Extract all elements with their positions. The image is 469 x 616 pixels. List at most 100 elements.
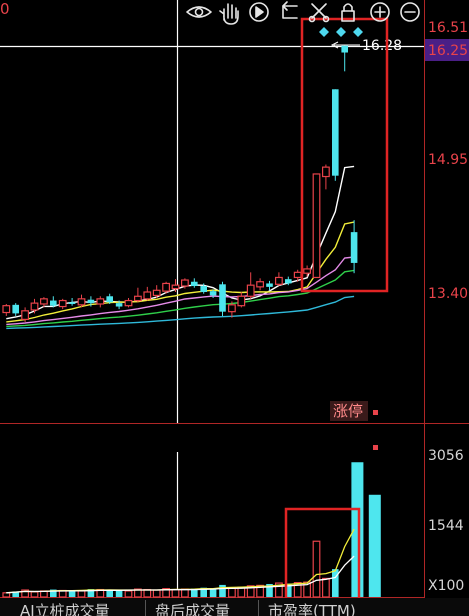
ma-line (6, 256, 355, 326)
diamond-icon (353, 27, 363, 37)
highlight-box-price (300, 17, 389, 293)
candle-body (124, 299, 133, 307)
volume-bar (275, 582, 283, 598)
volume-bar (115, 590, 123, 597)
candlesticks (2, 45, 358, 322)
high-price-marker: 16.28 (330, 38, 402, 54)
candle (96, 296, 105, 308)
volume-bar (152, 589, 161, 598)
candle (12, 303, 19, 316)
tab-after-hours-volume[interactable]: 盘后成交量 (155, 602, 230, 616)
candle-body (322, 166, 330, 178)
volume-bar (77, 590, 86, 598)
candle-body (77, 298, 86, 306)
signal-diamonds (319, 27, 363, 37)
volume-bar (293, 581, 302, 598)
candle (30, 298, 39, 314)
volume-bar (219, 584, 226, 597)
candle (237, 292, 246, 308)
eye-icon[interactable] (186, 6, 212, 18)
candle (134, 287, 142, 303)
candle-body (171, 284, 180, 290)
svg-text:盘后成交量: 盘后成交量 (155, 602, 230, 616)
candle-body (12, 304, 19, 314)
ma-line (6, 221, 355, 323)
tab-ai-volume[interactable]: AI立桩成交量 (20, 602, 110, 616)
candle (124, 297, 133, 308)
ma-line (6, 269, 355, 328)
volume-bar (21, 589, 29, 598)
candle-body (303, 268, 311, 274)
volume-bar (200, 587, 207, 597)
candle (58, 298, 67, 310)
volume-bar (191, 588, 198, 597)
high-price-label: 16.28 (362, 38, 402, 54)
volume-bar (256, 584, 264, 598)
candle (115, 300, 123, 310)
volume-bar (228, 587, 236, 598)
candle (87, 296, 95, 307)
candle (228, 301, 236, 318)
candle (285, 276, 292, 286)
candle-body (228, 304, 236, 313)
candle-body (191, 281, 198, 287)
candle (303, 265, 311, 277)
volume-bars (2, 462, 381, 598)
tab-pe-ratio[interactable]: 市盈率(TTM) (268, 602, 356, 616)
play-icon[interactable] (249, 2, 269, 22)
volume-bar (87, 589, 95, 597)
candle-body (58, 299, 67, 308)
hand-icon[interactable] (219, 3, 239, 25)
candle (2, 303, 11, 316)
volume-bar (50, 589, 57, 597)
candle-body (143, 291, 152, 300)
candle (332, 89, 339, 181)
candle-body (332, 89, 339, 176)
candle-body (39, 298, 48, 305)
volume-bar (303, 581, 311, 598)
candle-body (209, 291, 217, 296)
volume-bar (12, 591, 19, 597)
volume-dot-marker (373, 445, 378, 450)
candle-body (350, 232, 358, 263)
candle-body (106, 296, 113, 303)
candle (275, 272, 283, 287)
candle (77, 294, 86, 308)
volume-bar (162, 588, 171, 598)
volume-bar (30, 591, 39, 598)
lock-icon[interactable] (341, 3, 355, 22)
candle (68, 297, 76, 306)
price-label-low: 13.40 (428, 286, 468, 302)
candle (50, 296, 57, 308)
candle-body (341, 45, 348, 53)
chart-toolbar (186, 1, 420, 25)
candle (312, 173, 321, 279)
candle-body (87, 299, 95, 304)
candle-body (256, 281, 264, 288)
candle-body (2, 305, 11, 314)
back-icon[interactable] (282, 1, 298, 19)
zoom-in-icon[interactable] (370, 2, 390, 22)
current-price-badge (425, 39, 469, 61)
volume-bar (124, 590, 133, 598)
candle (21, 307, 29, 322)
zoom-out-icon[interactable] (400, 2, 420, 22)
volume-ma-line (6, 555, 355, 594)
candle-body (162, 282, 171, 292)
volume-bar (134, 588, 142, 598)
candle-body (21, 310, 29, 320)
candle-body (68, 302, 76, 304)
volume-label-top: 3056 (428, 448, 464, 464)
candle (162, 281, 171, 294)
candle (322, 164, 330, 190)
candle-body (246, 284, 255, 297)
svg-text:市盈率(TTM): 市盈率(TTM) (268, 602, 356, 616)
candle (219, 281, 226, 316)
scissors-icon[interactable] (308, 3, 330, 23)
candle-body (275, 276, 283, 285)
volume-bar (171, 588, 180, 598)
price-label-top: 16.51 (428, 20, 468, 36)
svg-text:AI立桩成交量: AI立桩成交量 (20, 602, 110, 616)
candle-body (115, 303, 123, 307)
